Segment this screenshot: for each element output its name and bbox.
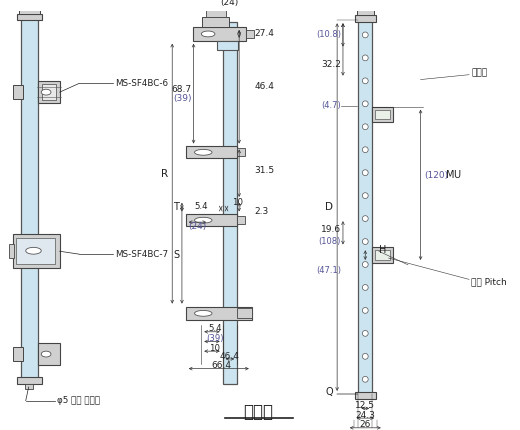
Bar [17,378,42,384]
Bar [42,84,56,100]
Bar [237,308,252,318]
Bar [25,384,33,389]
Circle shape [362,147,368,153]
Ellipse shape [25,247,41,254]
Circle shape [362,307,368,313]
Text: M: M [446,170,454,180]
Bar [246,30,254,38]
Bar [19,10,40,14]
Bar [186,307,252,320]
Circle shape [362,376,368,382]
Text: 26: 26 [360,421,371,430]
Bar [38,81,60,103]
Bar [355,15,376,22]
Circle shape [362,239,368,245]
Bar [202,18,229,27]
Text: 66.4: 66.4 [212,361,232,370]
Text: Q: Q [326,387,333,397]
Text: D: D [325,202,333,212]
Text: 10: 10 [232,198,243,207]
Bar [372,247,394,263]
Bar [9,245,14,258]
Text: 12.5: 12.5 [355,401,375,410]
Circle shape [362,101,368,107]
Text: 검줄폭: 검줄폭 [471,68,487,77]
Bar [355,392,376,399]
Bar [375,110,391,119]
Text: 32.2: 32.2 [321,59,341,68]
Circle shape [362,353,368,359]
Ellipse shape [41,89,51,95]
Text: 46.4: 46.4 [219,351,239,360]
Text: (4.7): (4.7) [321,101,341,110]
Text: 31.5: 31.5 [255,166,275,175]
Text: 27.4: 27.4 [255,29,275,38]
Circle shape [362,32,368,38]
Text: 광축 Pitch: 광축 Pitch [471,278,507,287]
Bar [358,20,372,394]
Bar [13,234,60,268]
Text: MS-SF4BC-6: MS-SF4BC-6 [115,79,168,88]
Bar [217,41,238,50]
Text: 10: 10 [210,344,220,353]
Bar [186,215,237,226]
Circle shape [362,285,368,290]
Text: S: S [173,250,179,260]
Ellipse shape [194,310,212,316]
Bar [237,148,245,156]
Bar [38,344,60,365]
Circle shape [362,124,368,130]
Text: MS-SF4BC-7: MS-SF4BC-7 [115,250,168,259]
Text: U: U [453,170,461,180]
Text: 46.4: 46.4 [255,82,275,91]
Bar [375,250,391,260]
Ellipse shape [201,31,215,37]
Text: R: R [161,169,168,178]
Bar [206,10,226,18]
Bar [372,107,394,122]
Bar [357,10,374,15]
Circle shape [362,170,368,175]
Circle shape [362,216,368,221]
Text: (24): (24) [188,221,206,230]
Circle shape [362,261,368,267]
Bar [13,86,23,99]
Text: φ5 회색 케이블: φ5 회색 케이블 [57,396,100,405]
Ellipse shape [41,351,51,357]
Bar [16,238,55,264]
Text: (47.1): (47.1) [316,266,341,275]
Bar [223,22,237,384]
Ellipse shape [194,149,212,155]
Text: (39): (39) [206,334,224,343]
Text: 19.6: 19.6 [321,225,341,234]
Text: T: T [173,202,179,212]
Text: H: H [379,245,386,255]
Circle shape [362,78,368,84]
Text: 5.4: 5.4 [194,202,208,211]
Circle shape [362,55,368,61]
Text: 24.3: 24.3 [355,411,375,420]
Circle shape [362,193,368,199]
Bar [192,27,246,41]
Ellipse shape [194,217,212,223]
Text: 5.4: 5.4 [208,324,222,333]
Text: (39): (39) [173,94,192,103]
Bar [237,216,245,224]
Bar [186,147,237,158]
Text: (120): (120) [424,171,449,180]
Bar [21,18,38,379]
Text: 2.3: 2.3 [255,207,269,216]
Text: (10.8): (10.8) [316,31,341,40]
Bar [13,347,23,361]
Text: (24): (24) [220,0,239,7]
Bar [17,14,42,20]
Text: (108): (108) [319,237,341,246]
Text: 투광기: 투광기 [243,403,274,421]
Circle shape [362,331,368,336]
Text: 68.7: 68.7 [172,85,192,94]
